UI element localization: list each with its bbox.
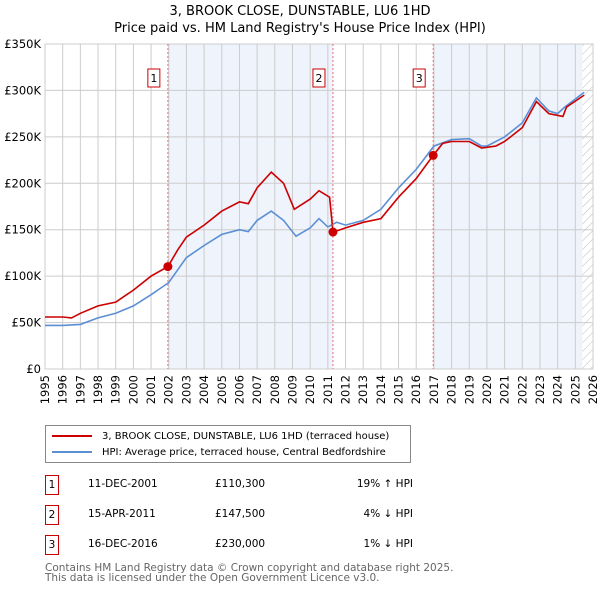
y-tick-label: £300K xyxy=(4,83,41,97)
x-tick-label: 2015 xyxy=(392,375,406,404)
transaction-hpi: 19% ↑ HPI xyxy=(356,478,413,490)
x-tick-label: 2007 xyxy=(250,375,264,404)
sale-label: 3 xyxy=(416,72,423,85)
transaction-marker: 2 xyxy=(45,505,59,525)
legend-swatch-red xyxy=(52,435,92,437)
footer-licence: This data is licensed under the Open Gov… xyxy=(45,572,380,584)
x-tick-label: 2014 xyxy=(374,375,388,404)
y-tick-label: £0 xyxy=(26,362,41,376)
chart-legend: 3, BROOK CLOSE, DUNSTABLE, LU6 1HD (terr… xyxy=(45,425,411,463)
x-tick-label: 2018 xyxy=(445,375,459,404)
legend-swatch-blue xyxy=(52,451,92,453)
y-tick-label: £250K xyxy=(4,130,41,144)
y-tick-label: £50K xyxy=(12,316,42,330)
sale-label: 1 xyxy=(150,72,157,85)
x-tick-label: 1998 xyxy=(91,375,105,404)
x-tick-label: 2024 xyxy=(551,375,565,404)
y-tick-label: £100K xyxy=(4,269,41,283)
sale-label: 2 xyxy=(315,72,322,85)
x-tick-label: 2009 xyxy=(285,375,299,404)
legend-label: 3, BROOK CLOSE, DUNSTABLE, LU6 1HD (terr… xyxy=(102,430,390,442)
x-tick-label: 2022 xyxy=(515,375,529,404)
plot-border xyxy=(44,43,594,370)
chart-subtitle: Price paid vs. HM Land Registry's House … xyxy=(114,21,486,36)
transaction-hpi: 4% ↓ HPI xyxy=(363,508,413,520)
x-tick-label: 2026 xyxy=(586,375,600,404)
x-tick-label: 2019 xyxy=(462,375,476,404)
series-line xyxy=(45,94,585,319)
sale-label-box xyxy=(147,68,161,88)
transaction-price: £110,300 xyxy=(215,478,266,490)
transaction-price: £230,000 xyxy=(215,538,266,550)
price-chart: £0 £50K £100K £150K £200K £250K £300K £350K 1995… xyxy=(4,37,600,404)
forecast-hatch xyxy=(582,44,593,369)
legend-label: HPI: Average price, terraced house, Cent… xyxy=(102,446,386,458)
transaction-hpi: 1% ↓ HPI xyxy=(363,538,413,550)
x-tick-label: 2006 xyxy=(232,375,246,404)
x-tick-label: 2011 xyxy=(321,375,335,404)
sale-label-box xyxy=(412,68,426,88)
x-tick-label: 1999 xyxy=(109,375,123,404)
transaction-marker: 1 xyxy=(45,475,59,495)
transaction-row: 3 16-DEC-2016 £230,000 1% ↓ HPI xyxy=(45,535,465,555)
x-tick-label: 2008 xyxy=(268,375,282,404)
transaction-date: 16-DEC-2016 xyxy=(88,538,158,550)
sale-point xyxy=(428,150,438,160)
x-tick-label: 2001 xyxy=(144,375,158,404)
x-tick-label: 2021 xyxy=(498,375,512,404)
x-tick-label: 2012 xyxy=(339,375,353,404)
transaction-marker: 3 xyxy=(45,535,59,555)
x-tick-label: 1997 xyxy=(73,375,87,404)
shaded-period xyxy=(167,44,333,369)
legend-item-property: 3, BROOK CLOSE, DUNSTABLE, LU6 1HD (terr… xyxy=(52,429,389,443)
x-tick-label: 1996 xyxy=(56,375,70,404)
legend-item-hpi: HPI: Average price, terraced house, Cent… xyxy=(52,445,386,459)
sale-point xyxy=(163,262,173,272)
x-tick-label: 2016 xyxy=(409,375,423,404)
y-tick-label: £350K xyxy=(4,37,41,51)
x-tick-label: 2020 xyxy=(480,375,494,404)
x-tick-label: 2003 xyxy=(179,375,193,404)
transaction-date: 11-DEC-2001 xyxy=(88,478,158,490)
x-tick-label: 2005 xyxy=(215,375,229,404)
sale-point xyxy=(328,227,338,237)
x-tick-label: 2017 xyxy=(427,375,441,404)
series-line xyxy=(45,91,585,327)
transaction-row: 1 11-DEC-2001 £110,300 19% ↑ HPI xyxy=(45,475,465,495)
x-tick-label: 2004 xyxy=(197,375,211,404)
chart-title: 3, BROOK CLOSE, DUNSTABLE, LU6 1HD xyxy=(169,4,431,19)
x-tick-label: 2013 xyxy=(356,375,370,404)
transaction-price: £147,500 xyxy=(215,508,266,520)
x-tick-label: 2023 xyxy=(533,375,547,404)
x-tick-label: 2025 xyxy=(568,375,582,404)
footer-copyright: Contains HM Land Registry data © Crown c… xyxy=(45,562,454,574)
x-tick-label: 1995 xyxy=(38,375,52,404)
y-tick-label: £200K xyxy=(4,176,41,190)
shaded-period xyxy=(433,44,583,369)
transaction-row: 2 15-APR-2011 £147,500 4% ↓ HPI xyxy=(45,505,465,525)
sale-label-box xyxy=(312,68,326,88)
y-tick-label: £150K xyxy=(4,223,41,237)
x-tick-label: 2010 xyxy=(303,375,317,404)
x-tick-label: 2000 xyxy=(126,375,140,404)
x-tick-label: 2002 xyxy=(162,375,176,404)
transaction-date: 15-APR-2011 xyxy=(88,508,156,520)
